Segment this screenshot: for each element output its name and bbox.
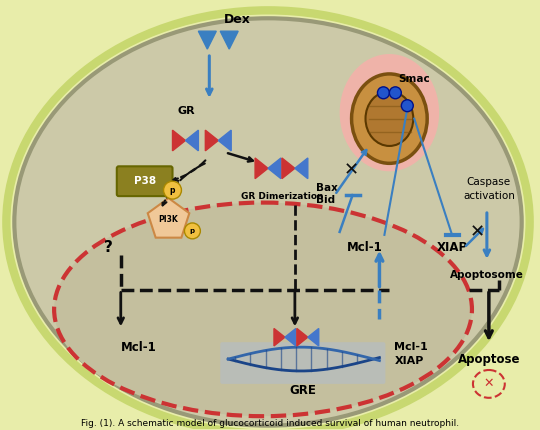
Polygon shape [295, 158, 308, 178]
Circle shape [377, 87, 389, 99]
Text: PI3K: PI3K [159, 215, 178, 224]
Text: ✕: ✕ [484, 378, 494, 390]
Text: GR Dimerization: GR Dimerization [241, 192, 323, 201]
Polygon shape [205, 130, 218, 151]
Text: p: p [190, 228, 195, 234]
Polygon shape [198, 31, 217, 49]
Text: ✕: ✕ [344, 161, 359, 179]
Text: Smac: Smac [399, 74, 430, 84]
Text: ✕: ✕ [469, 223, 484, 241]
Text: XIAP: XIAP [394, 356, 424, 366]
Polygon shape [308, 329, 319, 346]
Text: Bid: Bid [316, 195, 335, 205]
Text: Apoptose: Apoptose [457, 353, 520, 366]
Polygon shape [255, 158, 268, 178]
Polygon shape [282, 158, 295, 178]
Circle shape [185, 223, 200, 239]
Polygon shape [218, 130, 231, 151]
Text: Apoptosome: Apoptosome [450, 270, 524, 280]
FancyBboxPatch shape [117, 166, 172, 196]
Text: GR: GR [178, 106, 195, 116]
Polygon shape [268, 158, 281, 178]
Text: activation: activation [463, 191, 515, 201]
Polygon shape [148, 198, 190, 238]
Text: Fig. (1). A schematic model of glucocorticoid induced survival of human neutroph: Fig. (1). A schematic model of glucocort… [81, 419, 459, 428]
Polygon shape [274, 329, 285, 346]
Ellipse shape [340, 54, 439, 171]
Ellipse shape [366, 91, 413, 146]
Ellipse shape [352, 74, 427, 163]
Text: p: p [170, 186, 176, 195]
Text: Mcl-1: Mcl-1 [121, 341, 157, 353]
Circle shape [164, 181, 181, 199]
Polygon shape [172, 130, 185, 151]
Polygon shape [185, 130, 198, 151]
FancyBboxPatch shape [220, 342, 386, 384]
Text: Mcl-1: Mcl-1 [347, 241, 382, 254]
Text: Bax: Bax [316, 183, 338, 193]
Polygon shape [220, 31, 238, 49]
Circle shape [401, 100, 413, 112]
Text: Mcl-1: Mcl-1 [394, 342, 428, 352]
Text: Dex: Dex [224, 13, 251, 26]
Ellipse shape [15, 18, 522, 426]
Text: Caspase: Caspase [467, 177, 511, 187]
Circle shape [389, 87, 401, 99]
Text: XIAP: XIAP [436, 241, 468, 254]
Polygon shape [297, 329, 308, 346]
Text: ?: ? [104, 240, 113, 255]
Text: GRE: GRE [289, 384, 316, 397]
Text: P38: P38 [133, 176, 156, 186]
Polygon shape [285, 329, 296, 346]
Ellipse shape [54, 203, 472, 416]
